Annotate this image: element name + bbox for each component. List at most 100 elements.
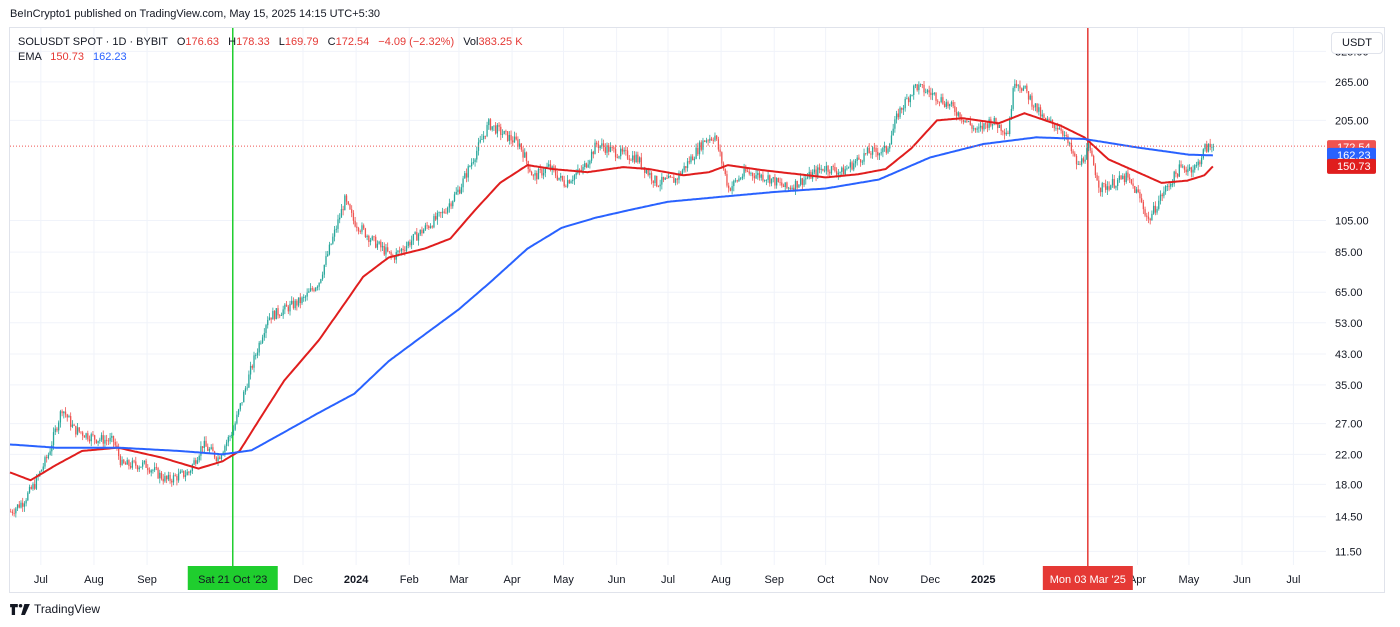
candle-body (856, 157, 858, 161)
candle-body (1034, 103, 1037, 108)
candle-body (842, 167, 845, 175)
candle-body (692, 156, 694, 161)
candle-body (520, 143, 522, 150)
candle-body (834, 166, 836, 172)
candle-body (512, 140, 514, 143)
candle-body (380, 241, 382, 248)
chart-frame (9, 27, 1385, 593)
time-tick-label: Jul (1286, 574, 1300, 586)
candle-body (433, 216, 435, 228)
candle-body (1048, 118, 1050, 121)
candle-body (656, 175, 658, 187)
tradingview-brand[interactable]: TradingView (10, 602, 100, 616)
candle-body (822, 168, 824, 171)
time-tick-label: Feb (400, 574, 419, 586)
candle-body (147, 467, 149, 471)
candle-body (647, 169, 649, 175)
candle-body (232, 429, 235, 436)
candle-body (239, 403, 241, 410)
candle-body (88, 439, 91, 442)
candle-body (779, 181, 781, 183)
candle-body (712, 139, 714, 141)
candle-body (654, 175, 656, 184)
candle-body (111, 435, 113, 438)
candle-body (1091, 150, 1093, 156)
candle-body (844, 169, 846, 175)
candle-body (438, 212, 440, 213)
candle-body (493, 125, 495, 127)
candle-body (704, 140, 706, 142)
candle-body (796, 180, 798, 188)
currency-button[interactable]: USDT (1331, 32, 1383, 54)
candle-body (56, 428, 58, 431)
candle-body (1118, 175, 1121, 180)
candle-body (976, 128, 978, 130)
candle-body (99, 439, 101, 441)
candle-body (1173, 171, 1175, 184)
candle-body (409, 242, 411, 246)
candle-body (280, 315, 283, 316)
candle-body (681, 170, 684, 175)
candle-body (464, 173, 466, 179)
candle-body (246, 387, 248, 389)
candle-body (978, 127, 980, 129)
candle-body (979, 125, 982, 128)
candle-body (1166, 185, 1168, 187)
candle-body (688, 161, 690, 163)
candle-body (755, 175, 757, 179)
candle-body (28, 486, 31, 493)
candle-body (1151, 213, 1153, 221)
candle-body (707, 140, 709, 142)
candle-body (916, 84, 918, 91)
candle-body (172, 475, 175, 483)
candle-body (445, 212, 447, 214)
candle-body (853, 163, 855, 170)
time-tick-label: Oct (817, 574, 834, 586)
candle-body (458, 189, 461, 194)
candle-body (620, 148, 622, 157)
candle-body (870, 153, 872, 155)
candle-body (1159, 194, 1162, 201)
candle-body (542, 173, 545, 176)
candle-body (1081, 158, 1083, 165)
candle-body (1176, 173, 1179, 177)
candle-body (270, 317, 272, 320)
candle-body (369, 239, 372, 242)
candle-body (558, 177, 560, 180)
candle-body (18, 504, 20, 508)
candle-body (261, 337, 264, 343)
candle-body (529, 169, 531, 172)
time-tick-label: Apr (504, 574, 521, 586)
candle-body (414, 232, 416, 235)
candle-body (1127, 172, 1129, 178)
candle-body (880, 152, 882, 154)
candle-body (20, 502, 22, 508)
candle-body (553, 166, 555, 170)
candle-body (1106, 186, 1109, 190)
candle-body (165, 475, 168, 480)
candle-body (1178, 164, 1180, 177)
candle-body (1003, 132, 1006, 135)
candle-body (1069, 142, 1071, 144)
candle-body (865, 153, 867, 154)
price-tick-label: 35.00 (1335, 380, 1363, 392)
candle-body (275, 308, 277, 320)
low-value: 169.79 (284, 36, 319, 48)
candle-body (1082, 158, 1085, 162)
candle-body (582, 167, 584, 171)
ema-blue-tag-text: 162.23 (1337, 150, 1371, 162)
ema-legend[interactable]: EMA 150.73 162.23 (18, 51, 127, 63)
candle-body (1139, 191, 1141, 199)
candle-body (260, 342, 262, 344)
candle-body (42, 466, 44, 470)
candle-body (248, 374, 250, 388)
candle-body (327, 254, 329, 257)
candle-body (313, 289, 315, 291)
candle-body (561, 175, 564, 181)
candle-body (799, 178, 802, 185)
candle-body (664, 178, 666, 180)
ema-lines (9, 112, 1214, 482)
candle-body (255, 355, 257, 356)
candle-body (589, 160, 591, 165)
